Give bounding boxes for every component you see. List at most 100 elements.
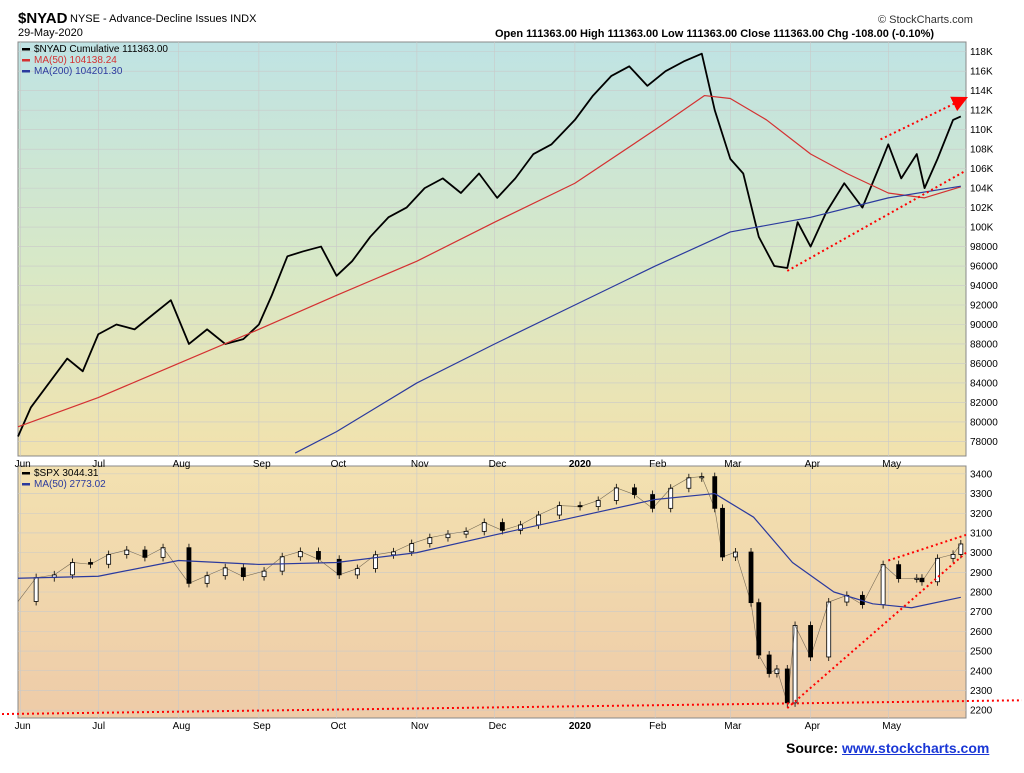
spx-trendline — [887, 533, 967, 562]
spx-candle — [686, 477, 692, 489]
nyad-x-tick-label: Mar — [724, 459, 742, 470]
spx-candle — [712, 476, 718, 509]
spx-x-tick-label: 2020 — [569, 721, 592, 732]
nyad-y-tick-label: 116K — [970, 67, 993, 78]
spx-candle — [499, 522, 505, 531]
nyad-x-tick-label: Nov — [411, 459, 429, 470]
nyad-series-2 — [294, 185, 961, 454]
spx-y-tick-label: 2200 — [970, 706, 993, 717]
nyad-y-tick-label: 94000 — [970, 281, 998, 292]
nyad-series-1 — [17, 94, 961, 428]
nyad-x-tick-label: Sep — [253, 459, 271, 470]
spx-y-tick-label: 2900 — [970, 568, 993, 579]
nyad-y-tick-label: 92000 — [970, 301, 998, 312]
spx-series-1 — [17, 492, 961, 609]
nyad-x-tick-label: 2020 — [569, 459, 592, 470]
nyad-y-tick-label: 118K — [970, 47, 993, 58]
spx-candle — [204, 575, 210, 584]
spx-candle — [826, 601, 832, 658]
nyad-y-tick-label: 78000 — [970, 437, 998, 448]
spx-y-tick-label: 3000 — [970, 548, 993, 559]
ohlc-readout: Open 111363.00 High 111363.00 Low 111363… — [495, 28, 935, 40]
nyad-y-tick-label: 90000 — [970, 320, 998, 331]
spx-candle — [316, 551, 321, 560]
nyad-x-tick-label: Oct — [331, 459, 347, 470]
nyad-y-tick-label: 98000 — [970, 242, 998, 253]
spx-y-tick-label: 2700 — [970, 607, 993, 618]
spx-candle — [261, 570, 267, 578]
spx-y-tick-label: 2800 — [970, 588, 993, 599]
nyad-y-tick-label: 112K — [970, 106, 993, 117]
spx-y-tick-label: 2300 — [970, 686, 993, 697]
spx-candle — [748, 551, 754, 604]
chart-symbol: $NYAD — [18, 10, 68, 27]
spx-x-tick-label: Sep — [253, 721, 271, 732]
copyright-label[interactable]: © StockCharts.com — [878, 14, 973, 26]
nyad-x-tick-label: Jun — [15, 459, 31, 470]
spx-x-tick-label: Feb — [649, 721, 667, 732]
spx-candle — [106, 554, 112, 565]
spx-candle — [409, 543, 415, 553]
spx-x-tick-label: Nov — [411, 721, 429, 732]
nyad-series-0 — [17, 52, 962, 437]
spx-price-path — [17, 476, 962, 703]
spx-legend-swatch — [22, 472, 30, 475]
upper-panel-bg — [17, 41, 967, 457]
nyad-x-tick-label: Aug — [173, 459, 191, 470]
spx-y-tick-label: 2600 — [970, 627, 993, 638]
nyad-legend-label: MA(50) 104138.24 — [34, 55, 117, 66]
spx-candle — [222, 567, 228, 577]
spx-candle — [880, 564, 886, 606]
nyad-y-tick-label: 114K — [970, 86, 993, 97]
spx-candle — [896, 564, 902, 580]
nyad-y-tick-label: 104K — [970, 184, 994, 195]
spx-candle — [481, 522, 487, 532]
spx-legend-label: MA(50) 2773.02 — [34, 479, 106, 490]
source-label: Source: — [786, 740, 843, 756]
spx-legend-swatch — [22, 483, 30, 486]
spx-y-tick-label: 3200 — [970, 509, 993, 520]
nyad-legend-swatch — [22, 70, 30, 73]
nyad-y-tick-label: 96000 — [970, 262, 998, 273]
spx-x-tick-label: Oct — [331, 721, 347, 732]
spx-y-tick-label: 3100 — [970, 528, 993, 539]
nyad-y-tick-label: 100K — [970, 223, 994, 234]
spx-y-tick-label: 3300 — [970, 489, 993, 500]
spx-legend-label: $SPX 3044.31 — [34, 468, 99, 479]
spx-x-tick-label: Jun — [15, 721, 31, 732]
nyad-legend-swatch — [22, 59, 30, 62]
nyad-x-tick-label: Feb — [649, 459, 667, 470]
spx-trendline — [1, 699, 1023, 716]
nyad-y-tick-label: 110K — [970, 125, 993, 136]
spx-candle — [650, 494, 655, 509]
source-credit: Source: www.stockcharts.com — [786, 740, 989, 756]
spx-candle — [354, 568, 360, 576]
nyad-y-tick-label: 84000 — [970, 378, 998, 389]
spx-x-tick-label: Jul — [92, 721, 105, 732]
nyad-y-tick-label: 108K — [970, 145, 994, 156]
spx-candle — [935, 557, 940, 583]
nyad-y-tick-label: 102K — [970, 203, 994, 214]
nyad-y-tick-label: 86000 — [970, 359, 998, 370]
spx-x-tick-label: Aug — [173, 721, 191, 732]
spx-candle — [427, 537, 433, 544]
nyad-legend-swatch — [22, 48, 30, 51]
nyad-x-tick-label: Dec — [489, 459, 507, 470]
spx-x-tick-label: May — [882, 721, 901, 732]
spx-candle — [186, 547, 192, 584]
spx-candle — [613, 487, 619, 501]
nyad-y-tick-label: 106K — [970, 164, 994, 175]
spx-candle — [556, 505, 562, 516]
spx-candle — [632, 487, 637, 495]
spx-x-tick-label: Apr — [805, 721, 821, 732]
source-link[interactable]: www.stockcharts.com — [842, 740, 990, 756]
spx-y-tick-label: 2400 — [970, 666, 993, 677]
nyad-legend-label: MA(200) 104201.30 — [34, 66, 123, 77]
chart-date: 29-May-2020 — [18, 27, 83, 39]
spx-y-tick-label: 2500 — [970, 647, 993, 658]
nyad-x-tick-label: Apr — [805, 459, 821, 470]
spx-candle — [142, 549, 148, 558]
nyad-y-tick-label: 80000 — [970, 417, 998, 428]
spx-x-tick-label: Dec — [489, 721, 507, 732]
spx-candle — [69, 562, 75, 576]
